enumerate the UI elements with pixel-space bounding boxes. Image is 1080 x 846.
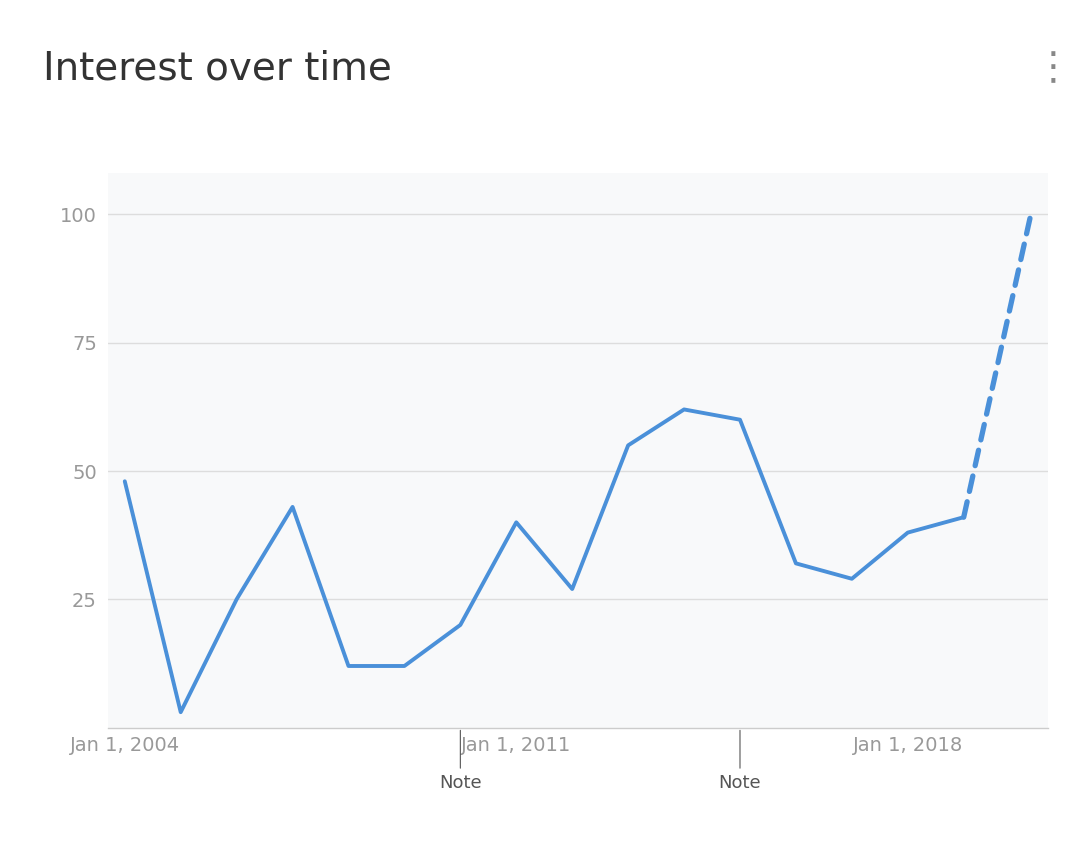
Text: Note: Note bbox=[718, 730, 761, 792]
Text: Note: Note bbox=[440, 730, 482, 792]
Text: ⋮: ⋮ bbox=[1034, 50, 1072, 87]
Text: Interest over time: Interest over time bbox=[43, 50, 392, 87]
